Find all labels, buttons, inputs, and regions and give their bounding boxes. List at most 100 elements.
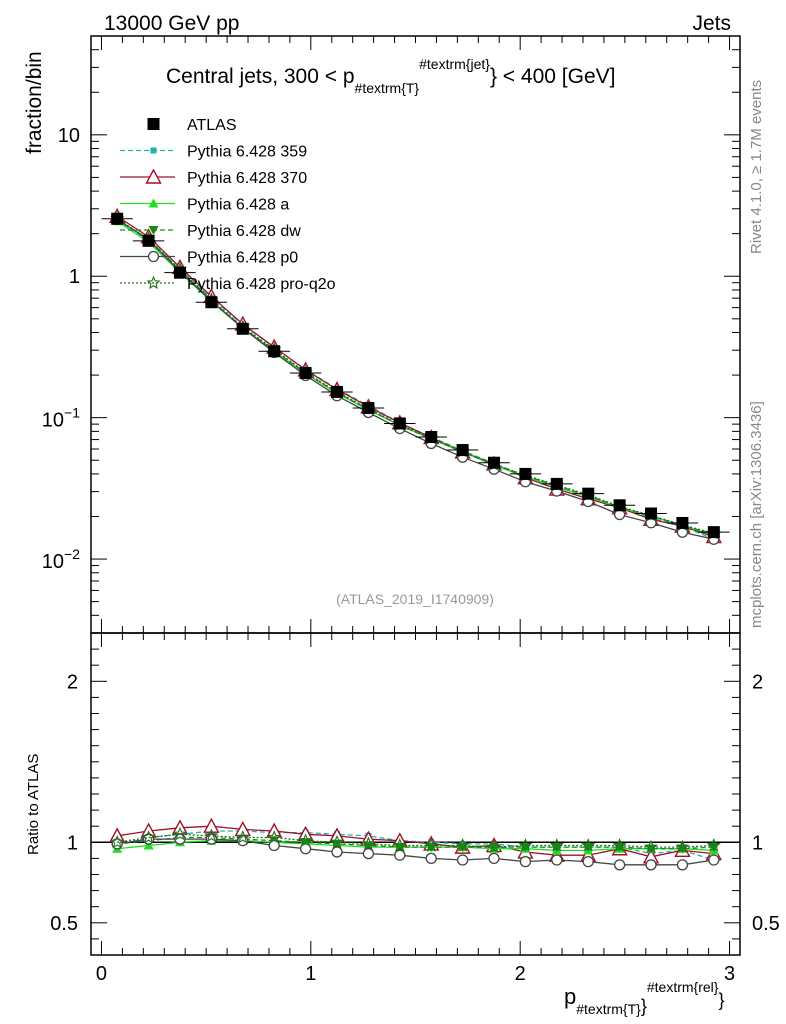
data-point — [204, 828, 219, 842]
ratio-series-line — [117, 825, 714, 858]
data-point — [707, 526, 720, 539]
data-point — [141, 830, 156, 844]
data-point — [298, 833, 313, 847]
data-point — [267, 830, 282, 844]
data-point — [147, 118, 160, 130]
data-point — [173, 266, 186, 279]
data-point — [486, 839, 502, 854]
x-axis-label-main: p — [564, 984, 576, 1009]
data-point — [331, 846, 343, 858]
y-tick-label-exponent: −2 — [64, 546, 80, 562]
data-point — [675, 839, 690, 854]
data-point — [519, 467, 532, 480]
data-point — [582, 487, 595, 500]
data-point — [549, 838, 564, 852]
data-point — [488, 852, 500, 865]
analysis-id-label: (ATLAS_2019_I1740909) — [336, 591, 494, 607]
data-point — [235, 830, 250, 844]
series-line — [116, 218, 714, 540]
y-tick-label-exponent: −1 — [64, 405, 80, 421]
data-point — [488, 456, 501, 469]
legend-label: Pythia 6.428 a — [187, 197, 289, 214]
ratio-tick-label-right: 2 — [752, 671, 763, 693]
header-right-title: Jets — [692, 12, 731, 35]
legend-label: Pythia 6.428 370 — [187, 170, 307, 187]
x-tick-label: 1 — [305, 963, 316, 985]
data-point — [145, 168, 162, 184]
chart-title-suffix: } < 400 [GeV] — [490, 65, 616, 88]
y-tick-label-base: 10 — [42, 410, 64, 432]
chart-title-prefix: Central jets, 300 < p — [166, 65, 355, 88]
x-tick-label: 3 — [724, 963, 735, 985]
top-panel-ylabel: fraction/bin — [23, 51, 46, 154]
chart-title-superscript: #textrm{jet} — [419, 56, 490, 72]
data-point — [268, 345, 281, 358]
legend-label: Pythia 6.428 359 — [187, 144, 307, 161]
y-tick-label: 10−2 — [42, 546, 80, 573]
data-point — [582, 855, 594, 868]
data-point — [205, 296, 218, 309]
legend: ATLAS Pythia 6.428 359 Pythia 6.428 370 Pyt… — [120, 117, 336, 293]
data-point — [645, 859, 657, 871]
data-point — [613, 859, 626, 871]
y-tick-label: 1 — [69, 266, 80, 288]
data-point — [236, 322, 249, 335]
data-point — [519, 855, 532, 868]
data-point — [551, 854, 563, 866]
x-tick-label: 2 — [515, 963, 526, 985]
data-point — [362, 402, 375, 415]
header-left-title: 13000 GeV pp — [104, 12, 239, 35]
series-line — [116, 218, 714, 535]
data-point — [706, 838, 721, 852]
ratio-tick-label-right: 1 — [752, 832, 763, 854]
data-point — [456, 854, 469, 866]
data-point — [394, 849, 406, 861]
data-point — [643, 839, 659, 854]
bottom-panel-series — [108, 817, 723, 871]
ratio-tick-label-left: 2 — [67, 671, 78, 693]
legend-label: Pythia 6.428 pro-q2o — [187, 276, 336, 293]
ratio-tick-label-right: 0.5 — [752, 913, 780, 935]
legend-label: ATLAS — [187, 117, 237, 134]
x-axis-label-superscript: #textrm{rel} — [647, 979, 719, 995]
data-point — [393, 417, 406, 430]
x-axis-label-close-2: } — [718, 990, 724, 1010]
ratio-series-line — [117, 833, 714, 848]
y-tick-label: 10 — [58, 125, 80, 147]
data-point — [455, 838, 470, 852]
data-point — [456, 444, 469, 457]
data-point — [612, 838, 627, 852]
x-axis-label-subscript: #textrm{T} — [576, 1001, 641, 1017]
data-point — [330, 385, 343, 398]
ratio-tick-label-left: 1 — [67, 832, 78, 854]
data-point — [708, 854, 720, 866]
data-point — [645, 507, 658, 520]
rivet-version-label: Rivet 4.1.0, ≥ 1.7M events — [748, 80, 765, 254]
data-point — [111, 212, 124, 225]
x-tick-label: 0 — [96, 963, 107, 985]
ratio-tick-label-left: 0.5 — [50, 913, 78, 935]
data-point — [146, 275, 161, 290]
data-point — [676, 859, 689, 871]
data-point — [110, 834, 125, 849]
chart-title-subscript: #textrm{T} — [355, 80, 420, 96]
x-axis-label: p#textrm{T}}#textrm{rel}} — [564, 979, 724, 1017]
y-tick-label: 10−1 — [42, 405, 80, 432]
data-point — [425, 430, 438, 443]
data-point — [172, 826, 188, 841]
legend-label: Pythia 6.428 dw — [187, 223, 301, 240]
data-point — [142, 234, 155, 247]
data-point — [425, 852, 437, 865]
chart-title: Central jets, 300 < p#textrm{T} #textrm{j… — [166, 56, 615, 96]
bottom-panel-frame — [90, 632, 741, 956]
x-axis-label-close: } — [641, 996, 647, 1016]
data-point — [148, 198, 159, 208]
data-point — [424, 838, 439, 852]
series-line — [116, 219, 715, 540]
data-point — [299, 366, 312, 379]
bottom-panel-ticks: 0 1 2 3 0.5 0.5 1 1 2 2 — [50, 633, 780, 985]
y-tick-label-base: 10 — [42, 551, 64, 573]
data-point — [148, 226, 159, 235]
